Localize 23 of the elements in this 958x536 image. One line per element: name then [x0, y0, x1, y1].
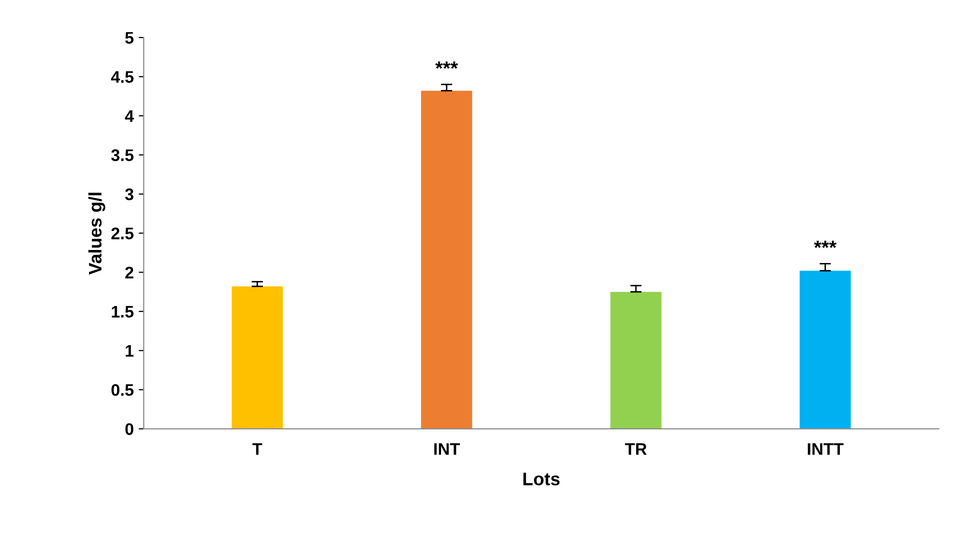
y-tick-label: 4 [124, 110, 134, 122]
bar [232, 286, 283, 429]
x-tick-label: INTT [808, 443, 844, 455]
bar [610, 292, 662, 429]
annotation: *** [435, 62, 458, 69]
y-tick-label: 3 [125, 188, 134, 200]
y-tick-label: 5 [125, 32, 134, 44]
y-tick-label: 0.5 [111, 384, 134, 396]
y-axis-title: Values g/l [88, 192, 106, 275]
x-tick-label: TR [625, 443, 647, 455]
annotation: *** [814, 240, 837, 248]
y-tick-label: 3.5 [111, 149, 134, 162]
y-tick-label: 1 [126, 345, 134, 357]
x-tick-label: T [252, 443, 262, 455]
bar [800, 270, 851, 429]
y-tick-label: 2 [125, 266, 134, 278]
y-tick-label: 0 [125, 423, 134, 436]
bar [421, 90, 472, 429]
y-tick-label: 1.5 [112, 306, 134, 318]
y-tick-label: 2.5 [111, 228, 134, 240]
y-tick-label: 4.5 [111, 71, 134, 83]
x-tick-label: INT [434, 443, 460, 455]
x-axis-title: Lots [523, 472, 560, 486]
